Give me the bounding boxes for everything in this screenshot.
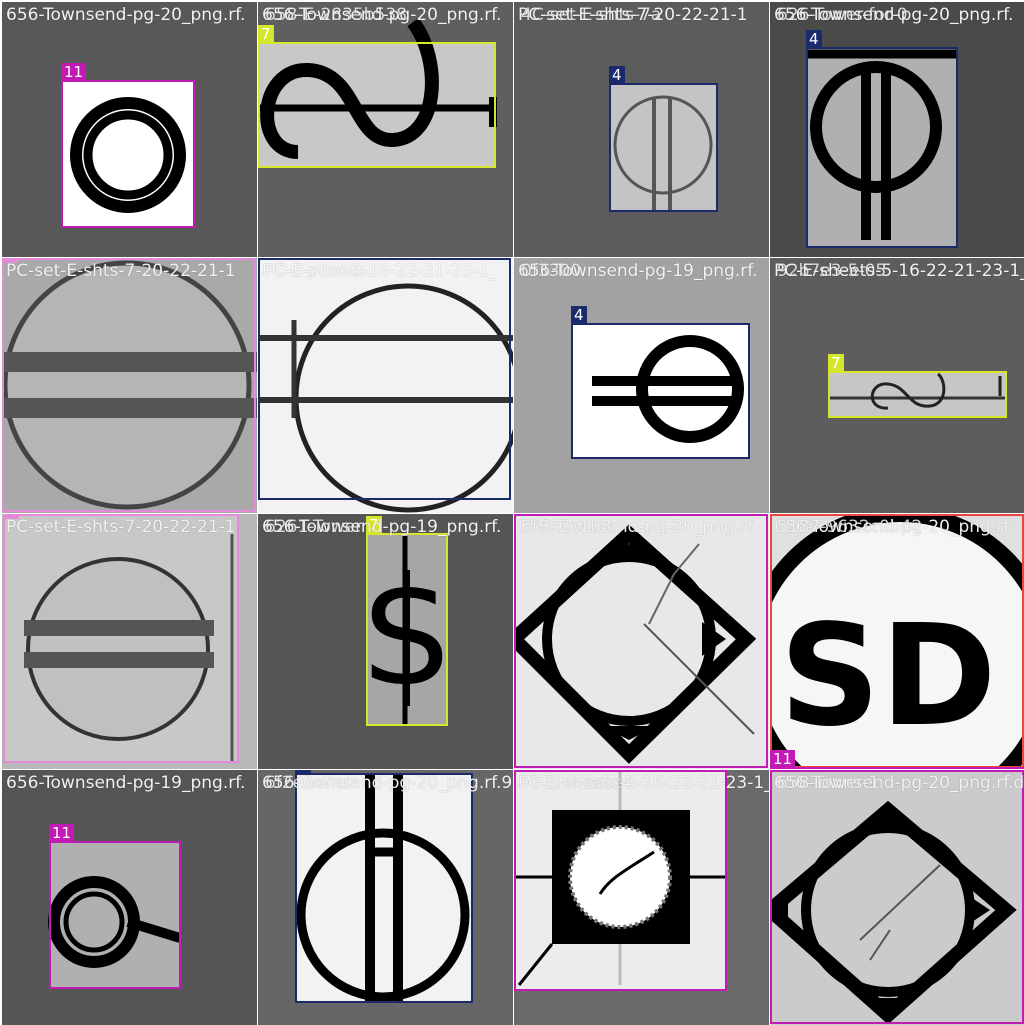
tile-12: 656-Townsend-pg-20_png.rf. 5187-9632c0b4…: [770, 514, 1024, 769]
tile-filename-overlap: 626-Tower-for-0: [777, 5, 908, 25]
tile-filename-overlap: PC-E-sheets: [265, 261, 367, 281]
bounding-box: 7: [366, 516, 448, 726]
tile-2: 656-Townsend-pg-20_png.rf. 658-E-2835b53…: [258, 2, 513, 257]
bounding-box: 11: [61, 63, 195, 228]
ring-tail-symbol: [48, 842, 182, 988]
bounding-box: 11: [49, 824, 181, 989]
bounding-box: 11: [770, 750, 1024, 769]
tile-16: 656-Townsend-pg-20_png.rf.d0a 658-Tower-…: [770, 770, 1024, 1025]
bounding-box: [770, 770, 1024, 1024]
tile-filename-overlap: 92b7e3-5-05: [777, 261, 887, 281]
class-label: 4: [609, 66, 625, 85]
tile-filename-overlap: 6f9a2c1b8: [521, 517, 612, 537]
tile-filename: PC-E-sheets-5-16-22-21-23-1_: [774, 261, 1024, 281]
small-s-curve-symbol: [829, 372, 1006, 417]
tile-9: PC-set-E-shts-7-20-22-21-1 5: [2, 514, 257, 769]
bounding-box: 4: [571, 306, 750, 459]
tile-5: PC-set-E-shts-7-20-22-21-1 5: [2, 258, 257, 513]
tile-15: PC-E-sheets-5-16-22-21-23-1_ 7F2d-e2a6c4…: [514, 770, 769, 1025]
sd-circle-symbol: SD: [770, 514, 1024, 769]
tile-filename: 656-Townsend-pg-19_png.rf.: [6, 773, 246, 793]
tile-filename: PC-set-E-shts-7-20-22-21-1: [6, 517, 236, 537]
tile-6: PC-E-pilot-5-16-22-21-23-1_ PC-E-sheets …: [258, 258, 513, 513]
tile-filename: 656-Townsend-pg-20_png.rf.: [262, 5, 502, 25]
tile-1: 656-Townsend-pg-20_png.rf. 11: [2, 2, 257, 257]
circle-stem-symbol: [296, 774, 472, 1002]
bounding-box: 7: [828, 354, 1007, 418]
tile-14: 656-Townsend-pg-20_png.rf.9a2 6f2e5c7e0 …: [258, 770, 513, 1025]
class-label: 4: [258, 258, 274, 260]
tile-7: 656-Townsend-pg-19_png.rf. 0f3300 4: [514, 258, 769, 513]
tile-filename: PC-E-pilot-5-16-22-21-23-1_: [262, 261, 498, 281]
tile-filename-overlap: 6f2e5c7e0: [265, 773, 356, 793]
tile-filename-overlap: 7F2d-e2a6c4: [521, 773, 633, 793]
diamond-circle-symbol: [514, 514, 769, 769]
tile-filename: PC-E-sheets-5-16-22-21-23-1_: [518, 773, 769, 793]
class-label: 4: [806, 30, 822, 49]
tile-filename-overlap: 658-Tower-1: [777, 773, 880, 793]
class-label: 7: [828, 354, 844, 373]
bounding-box: 11: [514, 514, 768, 768]
circle-vertical-bars-symbol: [807, 48, 957, 247]
bounding-box: 5: [3, 514, 239, 763]
tile-filename-overlap: 4C-set-E-shts-7a: [521, 5, 662, 25]
bounding-box: 7: [258, 25, 496, 168]
tile-filename-overlap: 5187-9632c0b42: [777, 517, 923, 537]
tile-filename: 656-Townsend-pg-19_png.rf.: [262, 517, 502, 537]
tile-13: 656-Townsend-pg-19_png.rf. 11: [2, 770, 257, 1025]
class-label: 11: [770, 750, 796, 769]
class-label: 4: [571, 306, 587, 325]
square-gauge-symbol: [514, 770, 726, 990]
tile-8: PC-E-sheets-5-16-22-21-23-1_ 92b7e3-5-05…: [770, 258, 1024, 513]
circle-horizontal-lines-symbol: [258, 258, 513, 513]
tile-filename: 656-Townsend-pg-20_png.rf.: [774, 5, 1014, 25]
svg-text:SD: SD: [779, 595, 996, 758]
class-label: 7: [258, 25, 274, 44]
bounding-box: 4: [258, 258, 511, 500]
class-label: 11: [49, 824, 75, 843]
s-curve-line-symbol: [258, 17, 497, 166]
bounding-box: 4: [806, 30, 958, 248]
tile-4: 656-Townsend-pg-20_png.rf. 626-Tower-for…: [770, 2, 1024, 257]
class-label: 7: [366, 516, 382, 535]
circle-double-bar-symbol: [610, 84, 717, 211]
circle-double-band-symbol: [2, 260, 257, 510]
class-label: 5: [3, 514, 19, 519]
tile-filename: 656-Townsend-pg-20_png.rf.d0a: [774, 773, 1024, 793]
tile-3: PC-set-E-shts-7-20-22-21-1 4C-set-E-shts…: [514, 2, 769, 257]
tile-filename: 656-Townsend-pg-20_png.rf.: [518, 517, 758, 537]
bounding-box: 6: [770, 514, 1024, 768]
tile-filename-overlap: 658-E-2835b538: [265, 5, 407, 25]
tile-10: 656-Townsend-pg-19_png.rf. 6261-Tower $ …: [258, 514, 513, 769]
circle-equals-lead-symbol: [572, 324, 749, 457]
bounding-box: 4: [609, 66, 718, 212]
tile-filename-overlap: 0f3300: [521, 261, 582, 281]
double-ring-symbol: [62, 82, 194, 227]
tile-filename: 656-Townsend-pg-19_png.rf.: [518, 261, 758, 281]
circle-band-symbol: [4, 514, 238, 762]
tile-filename: 656-Townsend-pg-20_png.rf.: [774, 517, 1014, 537]
tile-filename: PC-set-E-shts-7-20-22-21-1: [6, 261, 236, 281]
class-label: 4: [295, 770, 311, 775]
tile-filename-overlap: 6261-Tower: [265, 517, 363, 537]
tile-filename: PC-set-E-shts-7-20-22-21-1: [518, 5, 748, 25]
bounding-box: 4: [295, 770, 473, 1003]
tile-filename: 656-Townsend-pg-20_png.rf.9a2: [262, 773, 513, 793]
diamond-circle-symbol: [770, 770, 1024, 1025]
dollar-symbol: $: [359, 534, 455, 724]
bounding-box: 5: [2, 258, 256, 512]
bounding-box: 11: [514, 770, 727, 991]
tile-filename: 656-Townsend-pg-20_png.rf.: [6, 5, 246, 25]
class-label: 11: [61, 63, 87, 82]
class-label: 5: [2, 258, 18, 263]
tile-11: 656-Townsend-pg-20_png.rf. 6f9a2c1b8 11: [514, 514, 769, 769]
